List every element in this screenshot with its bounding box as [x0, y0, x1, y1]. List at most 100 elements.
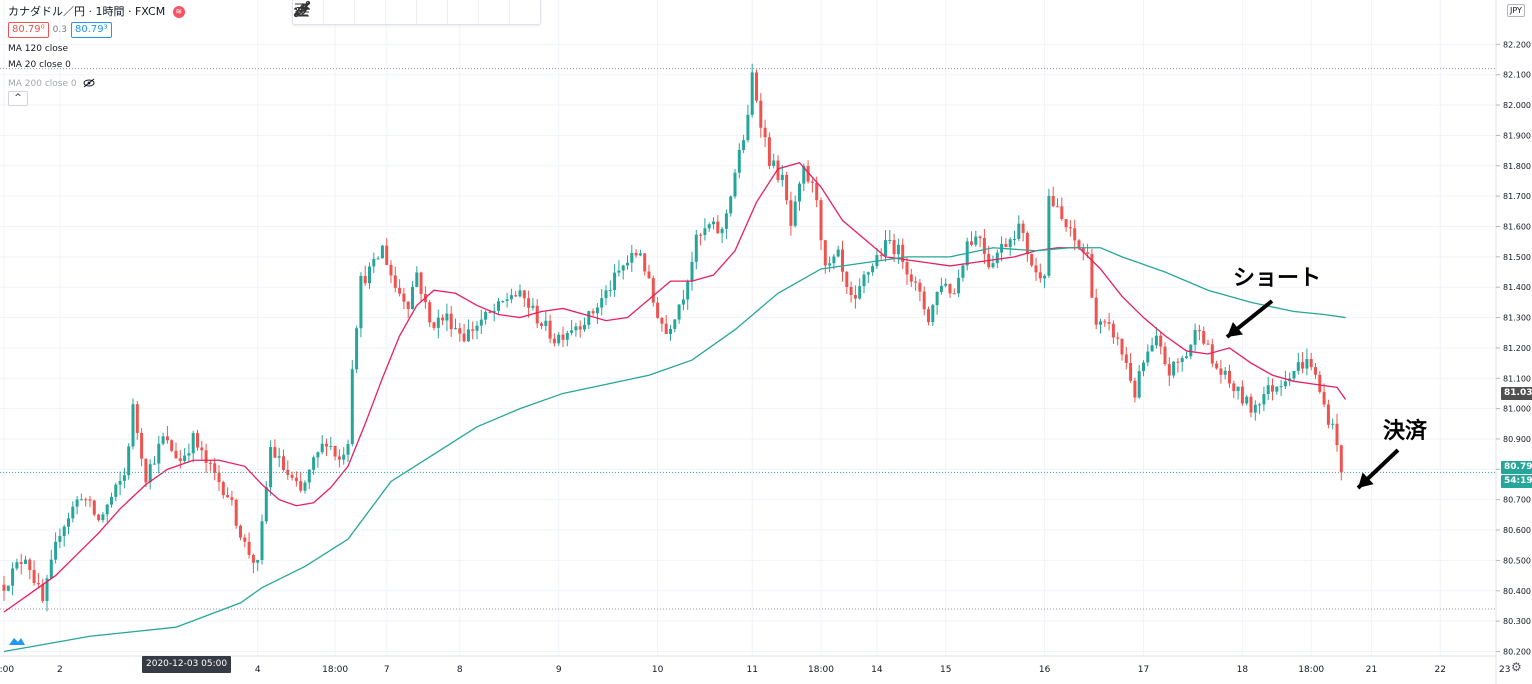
- candle-body: [471, 329, 475, 331]
- candle-body: [595, 307, 599, 314]
- candle-body: [1034, 265, 1038, 273]
- candle-body: [419, 272, 423, 294]
- chart-settings-gear-icon[interactable]: ⚙: [1511, 660, 1522, 674]
- pitchfork-icon[interactable]: [295, 0, 510, 24]
- candle-body: [505, 299, 509, 301]
- currency-badge[interactable]: JPY: [1507, 4, 1525, 17]
- candle-body: [845, 271, 849, 288]
- candle-body: [789, 200, 793, 226]
- candle-body: [415, 272, 419, 287]
- price-tick-label: 80.700: [1503, 496, 1531, 505]
- candle-body: [1253, 404, 1257, 413]
- candle-body: [931, 305, 935, 323]
- time-tick-label: 15: [940, 665, 951, 675]
- candle-body: [251, 554, 255, 563]
- candle-body: [574, 326, 578, 331]
- candle-body: [1116, 337, 1120, 339]
- candle-body: [1167, 364, 1171, 376]
- ma-120-legend[interactable]: MA 120 close: [8, 44, 69, 54]
- tradingview-logo-icon[interactable]: [8, 635, 26, 647]
- candle-body: [1326, 404, 1330, 425]
- extended-line-icon[interactable]: [294, 0, 448, 24]
- time-tick-label: 1:00: [0, 665, 14, 675]
- horizontal-ray-icon[interactable]: [295, 0, 355, 24]
- candle-body: [1228, 370, 1231, 384]
- candle-body: [514, 295, 518, 297]
- candle-body: [1090, 253, 1094, 298]
- candle-body: [699, 234, 703, 236]
- candle-body: [6, 585, 10, 591]
- candle-body: [785, 174, 789, 201]
- candle-body: [320, 443, 324, 453]
- time-tick-label: 23: [1499, 665, 1510, 675]
- ma-20-legend[interactable]: MA 20 close 0: [8, 60, 71, 70]
- spread-value: 0.3: [52, 25, 67, 35]
- candle-body: [793, 201, 797, 226]
- candle-body: [1206, 343, 1210, 345]
- candle-body: [686, 281, 690, 300]
- price-tick-label: 82.100: [1503, 71, 1531, 80]
- buy-button[interactable]: 80.79³: [70, 22, 112, 38]
- symbol-header[interactable]: カナダドル／円 · 1時間 · FXCM ≋: [8, 3, 185, 19]
- time-tick-label: 2: [57, 665, 63, 675]
- candle-body: [230, 497, 234, 500]
- sell-button[interactable]: 80.79⁰: [8, 22, 49, 38]
- candle-body: [948, 283, 952, 294]
- candle-body: [651, 278, 655, 303]
- eye-hidden-icon[interactable]: [83, 78, 95, 88]
- candle-body: [552, 338, 556, 344]
- ma-200-legend[interactable]: MA 200 close 0: [8, 76, 95, 89]
- candle-body: [97, 514, 101, 521]
- price-tick-label: 80.200: [1503, 647, 1531, 656]
- candle-body: [118, 480, 122, 485]
- candle-body: [729, 196, 733, 214]
- candle-body: [1314, 367, 1317, 375]
- candle-body: [11, 568, 15, 586]
- collapse-legend-button[interactable]: ^: [8, 91, 28, 106]
- horizontal-line-icon[interactable]: [294, 0, 417, 24]
- candle-body: [1215, 363, 1219, 369]
- eraser-icon[interactable]: [296, 0, 540, 24]
- candle-body: [716, 221, 720, 234]
- candle-body: [1331, 423, 1335, 425]
- candle-body: [1335, 423, 1339, 446]
- candle-body: [247, 541, 251, 555]
- candle-body: [819, 200, 823, 241]
- candle-body: [28, 559, 32, 571]
- candle-body: [1219, 368, 1223, 375]
- candle-body: [707, 224, 711, 229]
- drawing-toolbar: [292, 0, 541, 25]
- candle-body: [19, 562, 23, 564]
- candle-body: [398, 287, 402, 294]
- candle-body: [1236, 386, 1240, 392]
- candle-body: [905, 262, 909, 275]
- candle-body: [527, 298, 531, 308]
- candle-body: [755, 72, 758, 101]
- candle-body: [376, 258, 380, 260]
- candle-body: [79, 499, 83, 501]
- candle-body: [1305, 359, 1309, 369]
- candle-body: [110, 496, 113, 505]
- path-icon[interactable]: [294, 0, 479, 24]
- candle-body: [389, 264, 393, 276]
- candle-body: [1133, 380, 1137, 398]
- candle-body: [1202, 331, 1206, 344]
- candle-body: [1279, 386, 1283, 388]
- candle-body: [600, 298, 604, 308]
- candle-body: [359, 275, 363, 329]
- candle-body: [1318, 374, 1322, 392]
- candle-body: [1021, 223, 1025, 233]
- candle-body: [71, 506, 75, 519]
- candle-body: [927, 309, 930, 323]
- time-tick-label: 22: [1434, 665, 1445, 675]
- fib-retracement-icon[interactable]: [295, 0, 386, 24]
- candle-body: [746, 114, 750, 141]
- candle-body: [484, 311, 488, 320]
- trade-buttons: 80.79⁰ 0.3 80.79³: [8, 22, 112, 38]
- pre-market-icon[interactable]: ≋: [172, 6, 185, 18]
- candle-body: [312, 457, 316, 470]
- candle-body: [282, 456, 285, 470]
- current-price-label: 80.790: [1501, 461, 1532, 474]
